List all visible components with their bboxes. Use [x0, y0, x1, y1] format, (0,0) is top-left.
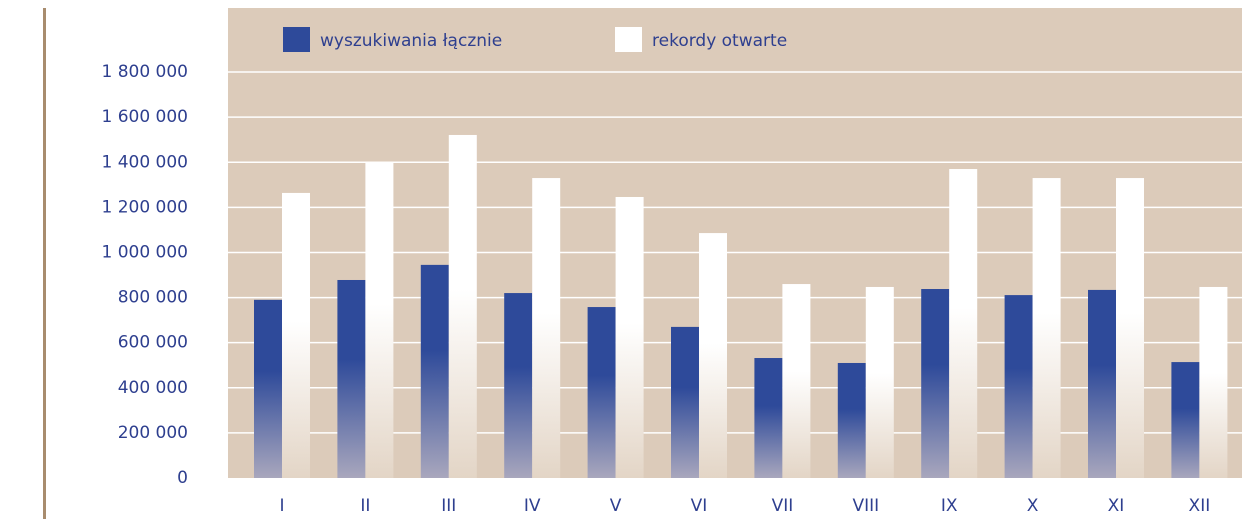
x-tick-label: V [610, 496, 622, 516]
bar [949, 169, 978, 479]
y-tick-label: 600 000 [118, 333, 188, 353]
y-tick-label: 1 400 000 [101, 152, 188, 172]
x-tick-label: VII [772, 496, 794, 516]
bar [1004, 295, 1033, 478]
bar [837, 362, 866, 478]
x-tick-label: VIII [852, 496, 879, 516]
y-tick-label: 1 600 000 [101, 107, 188, 127]
bar [754, 358, 783, 478]
y-tick-label: 0 [177, 468, 188, 488]
x-tick-label: I [279, 496, 284, 516]
bar [532, 178, 561, 479]
bar [420, 264, 449, 478]
plot-background [228, 8, 1242, 478]
x-tick-label: IV [524, 496, 541, 516]
bar [448, 134, 477, 478]
bar [1171, 362, 1200, 478]
legend-swatch [615, 27, 642, 52]
bar [921, 289, 950, 478]
bar [699, 233, 727, 478]
x-tick-label: XI [1108, 496, 1125, 516]
bar [865, 286, 894, 478]
bar [671, 326, 699, 478]
side-rule [43, 8, 46, 519]
x-tick-label: XII [1189, 496, 1211, 516]
y-tick-label: 1 000 000 [101, 242, 188, 262]
bar [504, 293, 533, 478]
legend-label: rekordy otwarte [652, 31, 787, 51]
bar [615, 196, 644, 479]
y-tick-label: 200 000 [118, 423, 188, 443]
bar [1199, 286, 1228, 478]
bar [282, 192, 310, 479]
bar [1088, 289, 1116, 478]
x-tick-label: II [360, 496, 370, 516]
legend-label: wyszukiwania łącznie [320, 31, 502, 51]
y-tick-label: 800 000 [118, 288, 188, 308]
x-tick-label: IX [941, 496, 958, 516]
bar [587, 307, 616, 478]
bar [337, 279, 366, 478]
x-tick-label: X [1027, 496, 1039, 516]
x-tick-label: VI [691, 496, 708, 516]
legend-swatch [283, 27, 310, 52]
bar [1116, 178, 1144, 479]
bar [365, 162, 394, 478]
bar [1032, 178, 1061, 479]
bar [782, 284, 811, 478]
y-tick-label: 400 000 [118, 378, 188, 398]
y-tick-label: 1 800 000 [101, 62, 188, 82]
y-tick-label: 1 200 000 [101, 197, 188, 217]
x-tick-label: III [441, 496, 456, 516]
bar [254, 299, 282, 478]
